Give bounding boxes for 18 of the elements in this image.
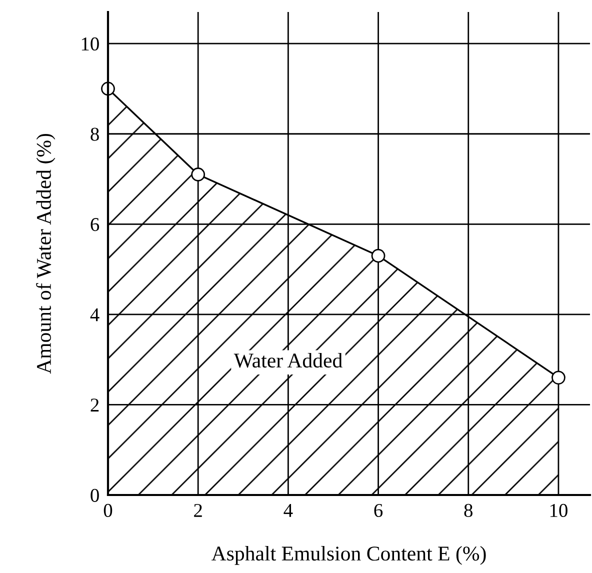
y-axis-title: Amount of Water Added (%) [36, 134, 56, 374]
y-tick-label: 0 [90, 488, 99, 502]
y-tick-label: 8 [90, 128, 99, 141]
x-tick-label: 8 [464, 504, 472, 518]
y-tick-label: 6 [90, 218, 100, 232]
point [371, 248, 386, 263]
y-tick-label: 10 [82, 37, 99, 51]
y-tick-label: 2 [90, 398, 99, 412]
x-axis-title: Asphalt Emulsion Content E (%) [211, 546, 486, 565]
x-tick-label: 10 [550, 504, 568, 518]
annotation: Water Added [234, 352, 342, 368]
point [191, 168, 206, 182]
y-tick-label: 4 [90, 308, 100, 322]
point [552, 370, 566, 385]
x-tick-label: 2 [194, 504, 202, 517]
x-tick-label: 4 [284, 504, 293, 517]
x-tick-label: 6 [374, 504, 383, 518]
x-tick-label: 0 [104, 504, 112, 518]
